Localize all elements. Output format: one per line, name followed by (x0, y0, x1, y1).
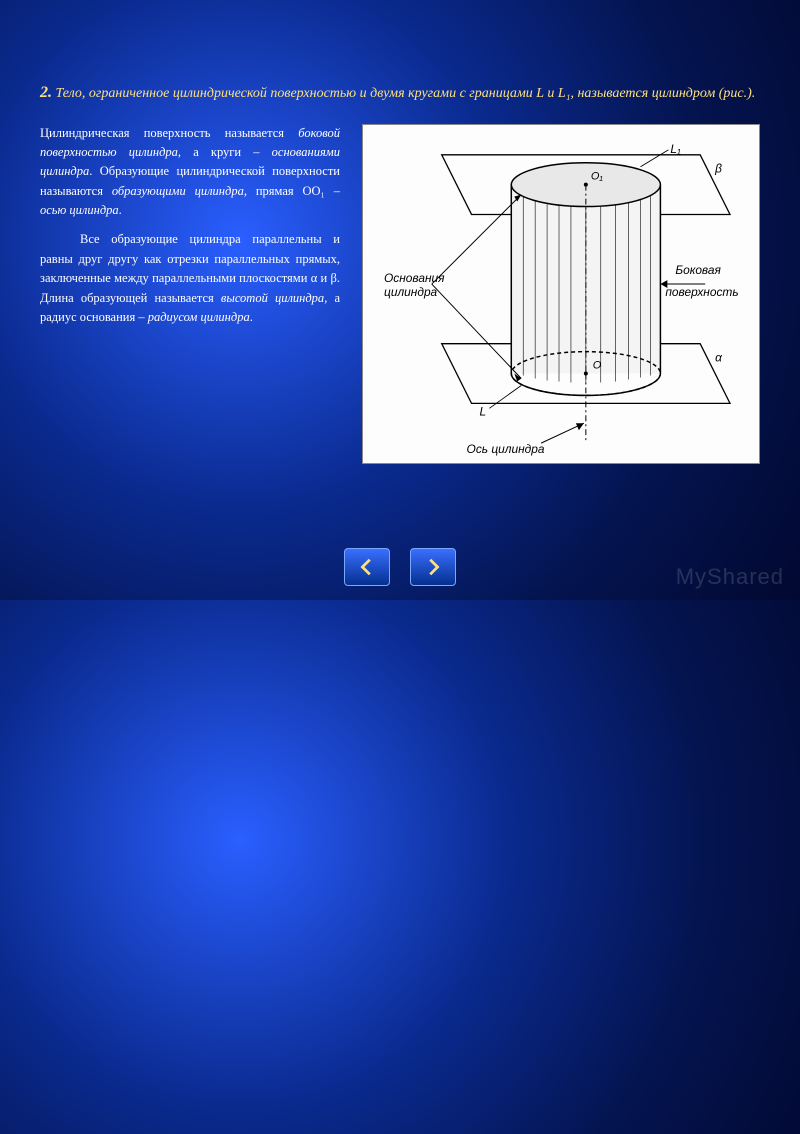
p2-s4: радиусом цилиндра (148, 310, 250, 324)
cylinder-svg: L₁ β O₁ α O L Основания цилиндра Боковая… (363, 125, 759, 463)
p1-s6: образующими цилиндра (112, 184, 244, 198)
heading-text: Тело, ограниченное цилиндрической поверх… (52, 86, 755, 101)
prev-button[interactable] (344, 548, 390, 586)
paragraph-1: Цилиндрическая поверхность называется бо… (40, 124, 340, 221)
label-base-2: цилиндра (384, 285, 438, 299)
p1-s7: , прямая OO₁ – (244, 184, 340, 198)
label-beta: β (714, 161, 722, 175)
label-o1: O₁ (591, 170, 603, 182)
label-side-1: Боковая (675, 263, 721, 277)
p1-s1: Цилиндрическая поверхность называется (40, 126, 298, 140)
p2-s5: . (250, 310, 253, 324)
chevron-right-icon (422, 556, 444, 578)
label-side-2: поверхность (665, 285, 738, 299)
label-alpha: α (715, 350, 723, 364)
paragraph-2: Все образующие цилиндра параллельны и ра… (40, 230, 340, 327)
p2-s2: высотой цилиндра (221, 291, 324, 305)
label-o: O (593, 359, 602, 371)
heading-number: 2. (40, 84, 52, 101)
p1-s9: . (119, 203, 122, 217)
next-button[interactable] (410, 548, 456, 586)
label-l1: L₁ (670, 141, 681, 155)
cylinder-figure: L₁ β O₁ α O L Основания цилиндра Боковая… (362, 124, 760, 464)
leader-l1 (641, 149, 669, 166)
leader-l (489, 385, 521, 408)
p1-s8: осью цилиндра (40, 203, 119, 217)
label-base-1: Основания (384, 271, 445, 285)
text-column: Цилиндрическая поверхность называется бо… (40, 124, 340, 464)
point-o (584, 371, 588, 375)
slide-content: 2. Тело, ограниченное цилиндрической пов… (40, 80, 760, 464)
chevron-left-icon (356, 556, 378, 578)
label-axis: Ось цилиндра (467, 442, 545, 456)
label-l: L (479, 404, 486, 418)
p1-s3: , а круги – (178, 145, 272, 159)
watermark: MyShared (676, 564, 784, 590)
content-row: Цилиндрическая поверхность называется бо… (40, 124, 760, 464)
slide-heading: 2. Тело, ограниченное цилиндрической пов… (40, 80, 760, 106)
point-o1 (584, 182, 588, 186)
